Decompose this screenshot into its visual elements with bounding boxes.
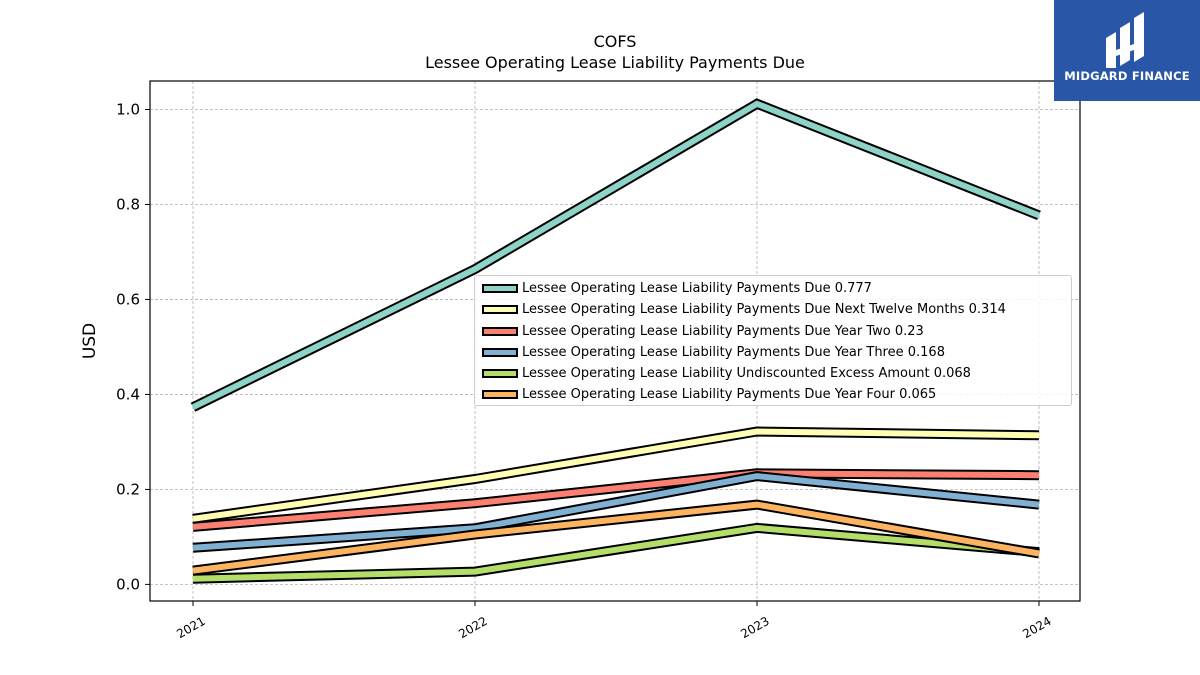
x-tick-label: 2024: [1020, 614, 1053, 641]
series-stroke: [192, 470, 1040, 530]
legend-swatch: [482, 347, 518, 357]
series-stroke: [191, 100, 1041, 410]
y-tick-label: 0.2: [116, 480, 140, 498]
series-stroke: [192, 428, 1040, 522]
legend-label: Lessee Operating Lease Liability Payment…: [522, 323, 924, 339]
series-line: [192, 499, 1040, 576]
y-tick-label: 0.8: [116, 195, 140, 213]
legend-item: Lessee Operating Lease Liability Payment…: [475, 385, 1071, 406]
logo-mark-icon: [1106, 12, 1144, 68]
legend-swatch: [482, 369, 518, 379]
plot-frame: [149, 80, 1081, 602]
series-lines: [190, 98, 1041, 584]
series-line: [190, 98, 1041, 412]
series-stroke: [192, 524, 1040, 582]
legend-label: Lessee Operating Lease Liability Undisco…: [522, 366, 971, 382]
y-tick-label: 0.4: [116, 385, 140, 403]
legend-item: Lessee Operating Lease Liability Payment…: [475, 300, 1071, 321]
y-axis-label: USD: [80, 323, 100, 359]
series-line: [192, 522, 1040, 584]
legend-swatch: [482, 326, 518, 336]
legend-label: Lessee Operating Lease Liability Payment…: [522, 281, 872, 296]
x-tick-label: 2021: [174, 614, 207, 641]
legend: Lessee Operating Lease Liability Payment…: [474, 275, 1072, 406]
chart-title: COFS: [593, 32, 637, 51]
y-tick-label: 0.6: [116, 290, 140, 308]
series-line: [192, 426, 1040, 524]
x-tick-label: 2023: [738, 614, 771, 641]
legend-swatch: [482, 390, 518, 400]
legend-item: Lessee Operating Lease Liability Undisco…: [475, 364, 1071, 385]
series-stroke: [192, 473, 1040, 551]
legend-swatch: [482, 305, 518, 315]
series-line: [192, 468, 1040, 532]
brand-logo: MIDGARD FINANCE: [1054, 0, 1200, 101]
legend-label: Lessee Operating Lease Liability Payment…: [522, 387, 937, 403]
logo-text: MIDGARD FINANCE: [1064, 69, 1190, 83]
legend-item: Lessee Operating Lease Liability Payment…: [475, 322, 1071, 343]
series-stroke: [192, 501, 1040, 574]
y-tick-label: 1.0: [116, 100, 140, 118]
legend-swatch: [482, 284, 518, 293]
x-tick-label: 2022: [456, 614, 489, 641]
chart-subtitle: Lessee Operating Lease Liability Payment…: [425, 53, 805, 72]
legend-item: Lessee Operating Lease Liability Payment…: [475, 343, 1071, 364]
legend-item: Lessee Operating Lease Liability Payment…: [475, 279, 1071, 300]
y-tick-label: 0.0: [116, 575, 140, 593]
series-line: [192, 471, 1040, 553]
chart-title-block: COFS Lessee Operating Lease Liability Pa…: [0, 31, 1200, 73]
legend-label: Lessee Operating Lease Liability Payment…: [522, 302, 1006, 318]
legend-label: Lessee Operating Lease Liability Payment…: [522, 344, 945, 360]
